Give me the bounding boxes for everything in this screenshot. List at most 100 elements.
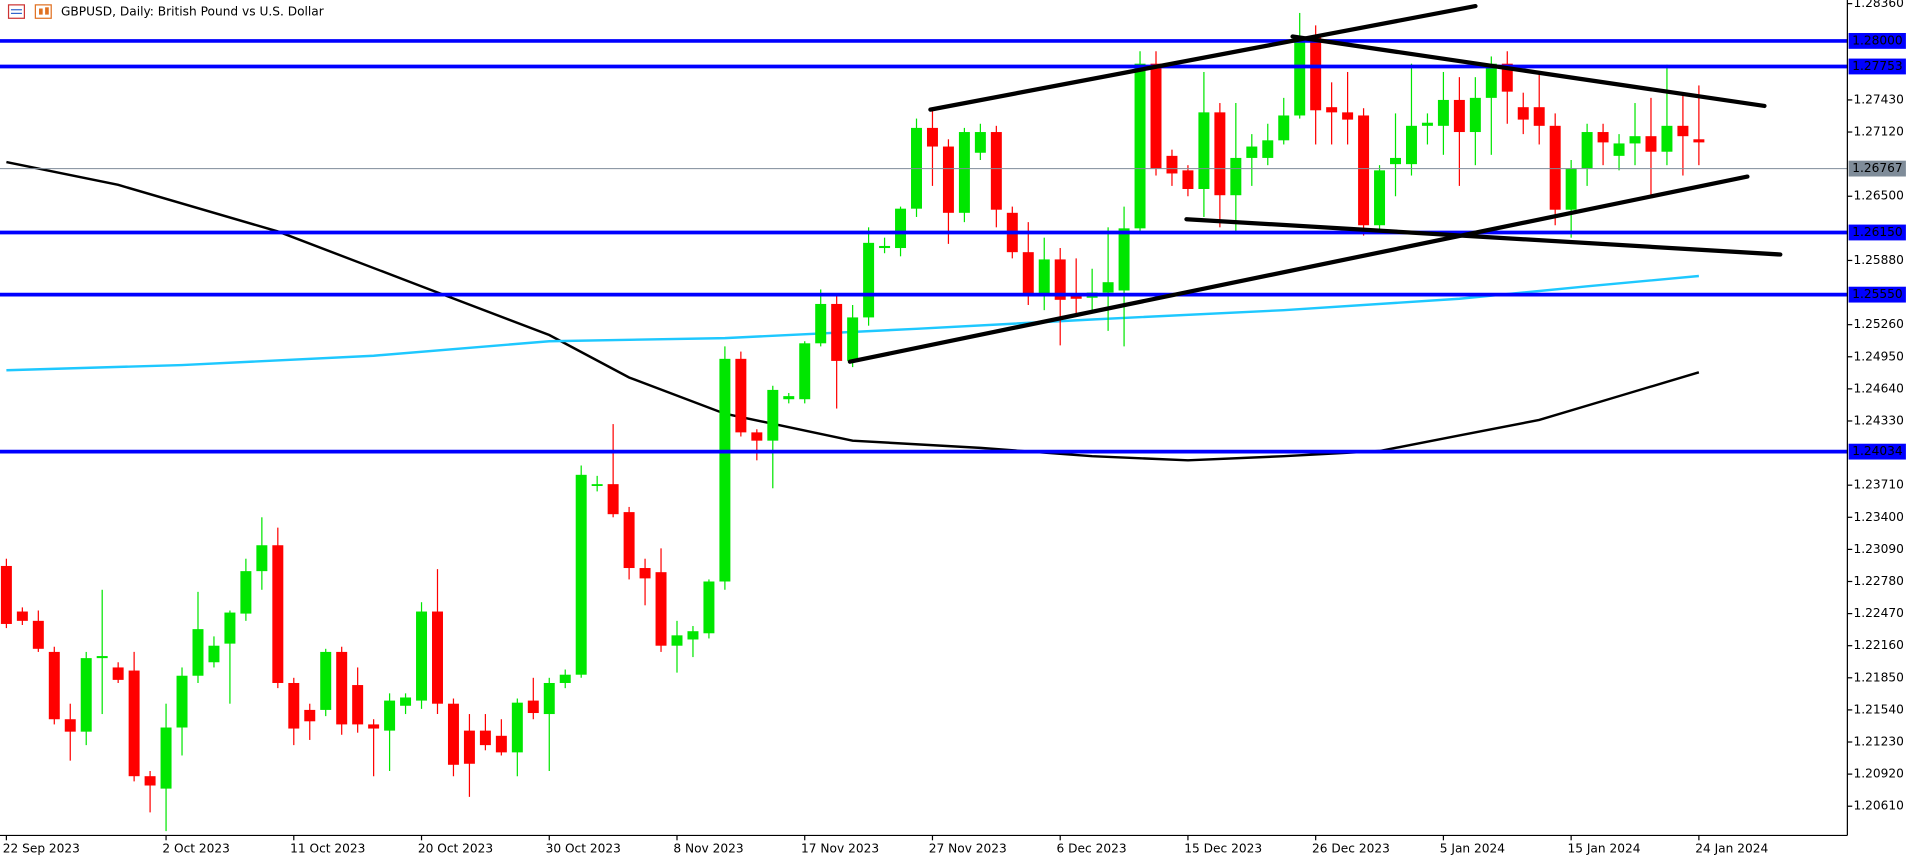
candle-body xyxy=(799,343,811,400)
candle-body xyxy=(1517,107,1529,120)
y-tick-label: 1.22470 xyxy=(1853,606,1903,620)
y-tick-label: 1.23400 xyxy=(1853,510,1903,524)
y-tick-label: 1.26500 xyxy=(1853,189,1903,203)
candle-body xyxy=(751,432,763,441)
candle-body xyxy=(1469,97,1481,133)
icon xyxy=(39,8,43,15)
level-label: 1.26150 xyxy=(1852,225,1902,239)
candle-body xyxy=(192,629,204,676)
candle-body xyxy=(1645,136,1657,152)
candle-body xyxy=(639,568,651,579)
candle-body xyxy=(671,635,683,646)
candle-body xyxy=(1629,136,1641,144)
candle-body xyxy=(863,242,875,318)
candle-body xyxy=(1374,170,1386,226)
candle-body xyxy=(128,670,140,777)
x-tick-label: 20 Oct 2023 xyxy=(418,841,493,855)
candle-body xyxy=(1501,63,1513,92)
candle-body xyxy=(1693,139,1705,143)
candle-body xyxy=(990,132,1002,210)
candle-body xyxy=(895,208,907,249)
candle-body xyxy=(1278,115,1290,141)
candle-body xyxy=(320,651,332,710)
candle-body xyxy=(1581,132,1593,169)
axes: 1.28360 1.27430 1.27120 1.26500 1.25880 1.252… xyxy=(3,0,1906,855)
candle-body xyxy=(575,474,587,675)
level-box xyxy=(1848,58,1906,75)
candle-body xyxy=(1134,63,1146,229)
x-tick-label: 30 Oct 2023 xyxy=(546,841,621,855)
candle-body xyxy=(1294,36,1306,116)
candle-body xyxy=(942,146,954,213)
candle-body xyxy=(495,735,507,753)
candle-body xyxy=(974,132,986,153)
y-tick-label: 1.22160 xyxy=(1853,638,1903,652)
candle-body xyxy=(176,675,188,728)
candle-body xyxy=(1565,168,1577,210)
candle-body xyxy=(958,132,970,213)
candle-body xyxy=(1054,259,1066,300)
x-tick-label: 22 Sep 2023 xyxy=(3,841,80,855)
candle-body xyxy=(543,682,555,715)
y-tick-label: 1.20920 xyxy=(1853,767,1903,781)
candle-body xyxy=(0,565,12,624)
candle-body xyxy=(1230,157,1242,196)
candle-body xyxy=(767,389,779,441)
candle-body xyxy=(400,697,412,706)
candle-body xyxy=(1390,157,1401,165)
candle-body xyxy=(1070,295,1082,299)
candle-body xyxy=(1405,125,1417,165)
x-tick-label: 27 Nov 2023 xyxy=(929,841,1007,855)
current-price-box xyxy=(1848,160,1906,177)
candle-body xyxy=(1485,63,1497,98)
candle-body xyxy=(208,645,220,663)
candle-body xyxy=(623,512,635,569)
candle-body xyxy=(1453,99,1465,133)
candle-body xyxy=(304,709,316,722)
y-tick-label: 1.22780 xyxy=(1853,574,1903,588)
trendline xyxy=(847,174,1750,364)
y-tick-label: 1.28360 xyxy=(1853,0,1903,10)
y-tick-label: 1.25880 xyxy=(1853,253,1903,267)
y-tick-label: 1.24950 xyxy=(1853,349,1903,363)
candle-body xyxy=(1437,99,1449,126)
candle-body xyxy=(288,682,300,729)
candle-body xyxy=(527,700,539,714)
y-tick-label: 1.27120 xyxy=(1853,125,1903,139)
x-tick-label: 5 Jan 2024 xyxy=(1440,841,1506,855)
candle-body xyxy=(48,651,60,720)
level-label: 1.24034 xyxy=(1852,444,1903,458)
y-tick-label: 1.21540 xyxy=(1853,702,1903,716)
candle-body xyxy=(1342,112,1354,120)
level-box xyxy=(1848,32,1906,49)
candle-body xyxy=(64,719,76,732)
candle-body xyxy=(1038,259,1050,295)
candle-body xyxy=(112,667,124,680)
trendline xyxy=(1290,34,1767,109)
candle-body xyxy=(783,396,795,400)
candle-body xyxy=(1326,107,1338,113)
level-label: 1.25550 xyxy=(1852,287,1902,301)
candle-body xyxy=(1198,112,1210,189)
x-tick-label: 6 Dec 2023 xyxy=(1057,841,1127,855)
candle-body xyxy=(479,730,491,746)
moving-average xyxy=(6,160,1700,462)
candle-body xyxy=(1310,36,1322,111)
candle-body xyxy=(160,727,172,789)
icon xyxy=(45,7,49,15)
candle-body xyxy=(1150,63,1162,169)
candle-body xyxy=(272,545,284,683)
candle-body xyxy=(1661,125,1673,152)
chart-title: GBPUSD, Daily: British Pound vs U.S. Dol… xyxy=(61,5,324,19)
candle-body xyxy=(719,358,731,582)
candle-body xyxy=(1262,140,1274,158)
candle-body xyxy=(1549,125,1561,210)
trendline xyxy=(928,3,1478,112)
candle-body xyxy=(1677,125,1689,137)
icon xyxy=(7,4,25,19)
x-tick-label: 15 Dec 2023 xyxy=(1184,841,1262,855)
y-tick-label: 1.24330 xyxy=(1853,413,1903,427)
title-group: GBPUSD, Daily: British Pound vs U.S. Dol… xyxy=(7,4,324,19)
y-tick-label: 1.24640 xyxy=(1853,381,1903,395)
